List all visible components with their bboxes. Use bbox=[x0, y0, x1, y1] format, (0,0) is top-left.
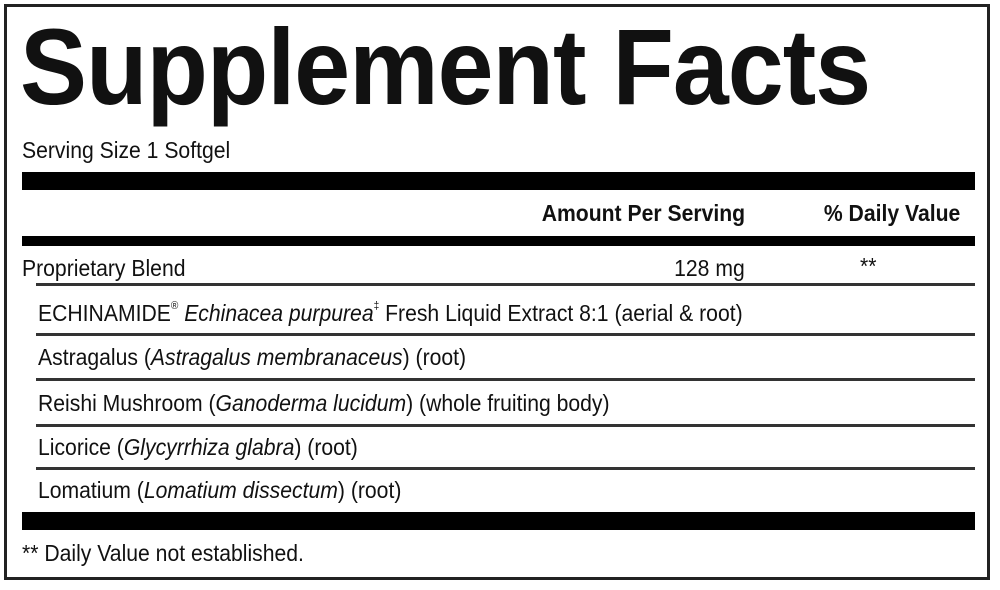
medium-divider bbox=[22, 236, 975, 246]
footnote: ** Daily Value not established. bbox=[22, 540, 304, 566]
ingredient-row: Reishi Mushroom (Ganoderma lucidum) (who… bbox=[38, 390, 610, 416]
row-divider bbox=[36, 333, 975, 336]
thick-divider bbox=[22, 512, 975, 530]
ingredient-row: Astragalus (Astragalus membranaceus) (ro… bbox=[38, 344, 467, 370]
label-title: Supplement Facts bbox=[20, 6, 871, 127]
row-divider bbox=[36, 283, 975, 286]
ingredient-row: Lomatium (Lomatium dissectum) (root) bbox=[38, 477, 402, 503]
row-divider bbox=[36, 378, 975, 381]
row-divider bbox=[36, 424, 975, 427]
header-daily-value: % Daily Value bbox=[823, 200, 960, 226]
blend-daily-value: ** bbox=[860, 253, 877, 279]
serving-size: Serving Size 1 Softgel bbox=[22, 137, 231, 163]
ingredient-row: Licorice (Glycyrrhiza glabra) (root) bbox=[38, 434, 358, 460]
blend-amount: 128 mg bbox=[674, 255, 745, 281]
header-amount: Amount Per Serving bbox=[541, 200, 745, 226]
label-frame bbox=[4, 4, 990, 580]
blend-name: Proprietary Blend bbox=[22, 255, 186, 281]
ingredient-row: ECHINAMIDE® Echinacea purpurea‡ Fresh Li… bbox=[38, 300, 743, 326]
thick-divider bbox=[22, 172, 975, 190]
row-divider bbox=[36, 467, 975, 470]
